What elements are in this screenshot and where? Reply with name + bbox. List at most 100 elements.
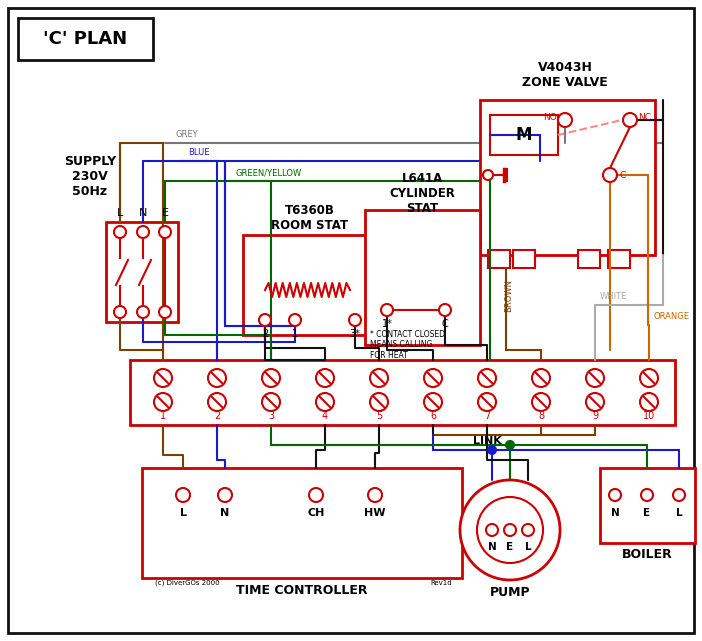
Circle shape (316, 393, 334, 411)
Text: E: E (161, 208, 168, 218)
Bar (243, 235, 378, 335)
Circle shape (506, 441, 514, 449)
Text: Rev1d: Rev1d (430, 580, 452, 586)
Text: (c) DiverGOs 2000: (c) DiverGOs 2000 (155, 579, 220, 587)
Text: 1*: 1* (382, 319, 392, 329)
Bar (488, 250, 510, 268)
Circle shape (137, 226, 149, 238)
Circle shape (439, 304, 451, 316)
Circle shape (262, 369, 280, 387)
Circle shape (486, 524, 498, 536)
Text: 'C' PLAN: 'C' PLAN (43, 30, 127, 48)
Circle shape (159, 226, 171, 238)
Circle shape (114, 306, 126, 318)
Bar (106, 222, 178, 322)
Text: L: L (676, 508, 682, 518)
Circle shape (208, 369, 226, 387)
Text: L641A
CYLINDER
STAT: L641A CYLINDER STAT (389, 172, 455, 215)
Text: BOILER: BOILER (622, 549, 673, 562)
Bar (480, 100, 655, 255)
Circle shape (424, 369, 442, 387)
Circle shape (424, 393, 442, 411)
Text: TIME CONTROLLER: TIME CONTROLLER (237, 583, 368, 597)
Text: V4043H
ZONE VALVE: V4043H ZONE VALVE (522, 61, 608, 89)
Circle shape (641, 489, 653, 501)
Circle shape (159, 306, 171, 318)
Circle shape (368, 488, 382, 502)
Circle shape (154, 369, 172, 387)
Text: 10: 10 (643, 411, 655, 421)
Text: N: N (139, 208, 147, 218)
Circle shape (370, 393, 388, 411)
Text: WHITE: WHITE (600, 292, 628, 301)
Circle shape (504, 524, 516, 536)
Circle shape (137, 306, 149, 318)
Text: 7: 7 (484, 411, 490, 421)
Circle shape (218, 488, 232, 502)
Bar (142, 468, 462, 578)
Text: 3*: 3* (350, 329, 360, 339)
Circle shape (176, 488, 190, 502)
Circle shape (558, 113, 572, 127)
Circle shape (370, 369, 388, 387)
Text: E: E (506, 542, 514, 552)
Circle shape (483, 170, 493, 180)
Circle shape (532, 369, 550, 387)
Bar (513, 250, 535, 268)
Circle shape (316, 369, 334, 387)
Text: 4: 4 (322, 411, 328, 421)
Bar (130, 360, 675, 425)
Text: 6: 6 (430, 411, 436, 421)
Circle shape (673, 489, 685, 501)
Text: BLUE: BLUE (188, 148, 209, 157)
Bar (490, 115, 558, 155)
Circle shape (478, 393, 496, 411)
Circle shape (603, 168, 617, 182)
Text: LINK: LINK (472, 436, 501, 446)
Circle shape (640, 369, 658, 387)
Circle shape (640, 393, 658, 411)
Circle shape (623, 113, 637, 127)
Circle shape (488, 446, 496, 454)
Circle shape (532, 393, 550, 411)
Circle shape (609, 489, 621, 501)
Text: L: L (117, 208, 123, 218)
Text: 8: 8 (538, 411, 544, 421)
Text: N: N (488, 542, 496, 552)
Text: GREEN/YELLOW: GREEN/YELLOW (235, 168, 301, 177)
Circle shape (259, 314, 271, 326)
Text: T6360B
ROOM STAT: T6360B ROOM STAT (272, 204, 349, 232)
Text: L: L (180, 508, 187, 518)
Circle shape (586, 393, 604, 411)
Bar (608, 250, 630, 268)
Bar (365, 210, 480, 345)
Text: BROWN: BROWN (505, 278, 513, 312)
Text: NC: NC (638, 113, 651, 122)
Text: * CONTACT CLOSED
MEANS CALLING
FOR HEAT: * CONTACT CLOSED MEANS CALLING FOR HEAT (370, 330, 445, 360)
Text: NO: NO (543, 113, 557, 122)
Circle shape (114, 226, 126, 238)
Text: C: C (620, 171, 626, 179)
Text: 5: 5 (376, 411, 382, 421)
Circle shape (154, 393, 172, 411)
Text: 2: 2 (262, 329, 268, 339)
Circle shape (460, 480, 560, 580)
Circle shape (349, 314, 361, 326)
Circle shape (478, 369, 496, 387)
Bar (600, 468, 695, 543)
Circle shape (309, 488, 323, 502)
Text: 9: 9 (592, 411, 598, 421)
Text: L: L (524, 542, 531, 552)
Bar (578, 250, 600, 268)
Text: 3: 3 (268, 411, 274, 421)
Text: 2: 2 (214, 411, 220, 421)
Text: ORANGE: ORANGE (654, 312, 690, 321)
Circle shape (262, 393, 280, 411)
Text: C: C (442, 319, 449, 329)
Text: N: N (220, 508, 230, 518)
Text: 1: 1 (292, 329, 298, 339)
Bar (18, 18, 153, 60)
Circle shape (522, 524, 534, 536)
Circle shape (289, 314, 301, 326)
Text: CH: CH (307, 508, 325, 518)
